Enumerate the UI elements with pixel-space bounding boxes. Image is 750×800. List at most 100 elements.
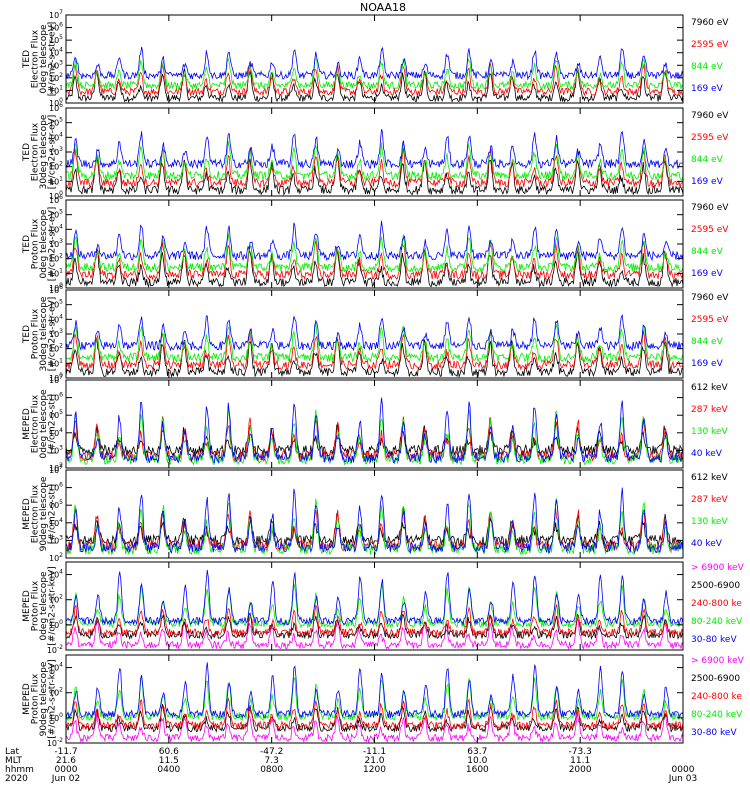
y-tick-label: 103	[49, 59, 63, 70]
series-line-1-3	[65, 57, 684, 91]
y-axis-label-line: 90deg telescope	[39, 476, 49, 551]
y-tick-label: 104	[49, 313, 63, 324]
series-line-8-2	[65, 703, 684, 733]
x-tick-label: 11.5	[159, 756, 179, 766]
series-line-6-2	[65, 505, 684, 552]
y-axis-label-line: [#/cm2-s-str-eV]	[48, 115, 58, 190]
y-tick-label: 105	[49, 409, 63, 420]
y-tick-label: 104	[49, 569, 63, 580]
legend-entry: 2500-6900	[691, 581, 740, 591]
x-tick-label: 0400	[157, 765, 180, 775]
figure-title: NOAA18	[360, 1, 406, 14]
legend-entry: 30-80 keV	[691, 728, 737, 738]
x-tick-label: -73.3	[569, 747, 592, 757]
y-tick-label: 103	[49, 534, 63, 545]
y-axis-label-line: Proton Flux	[31, 580, 41, 631]
y-tick-label: 106	[49, 194, 63, 205]
y-axis-label-line: 0deg telescope	[39, 209, 49, 279]
y-tick-label: 103	[49, 146, 63, 157]
legend-entry: 2595 eV	[691, 133, 729, 143]
y-axis-label-line: [#/cm2-s-str]	[48, 484, 58, 544]
x-row-label: MLT	[5, 756, 23, 766]
y-axis-label-line: Electron Flux	[31, 394, 41, 453]
x-tick-label: 7.3	[265, 756, 279, 766]
y-tick-label: 106	[49, 22, 63, 33]
panel-frame	[65, 561, 684, 651]
y-axis-label-line: 30deg telescope	[39, 114, 49, 189]
y-axis-label-line: Proton Flux	[31, 218, 41, 269]
y-axis-label-line: Proton Flux	[31, 308, 41, 359]
series-line-8-5	[65, 662, 684, 720]
y-axis-label-line: MEPED	[22, 590, 32, 622]
x-tick-label: 63.7	[467, 747, 487, 757]
y-tick-label: 101	[49, 84, 63, 95]
y-axis-label-line: 0deg telescope	[39, 389, 49, 459]
legend-entry: 612 keV	[691, 473, 728, 483]
y-tick-label: 100	[49, 282, 63, 293]
legend-entry: 169 eV	[691, 359, 724, 369]
legend-entry: 7960 eV	[691, 293, 729, 303]
series-line-6-1	[65, 513, 684, 547]
legend-entry: > 6900 keV	[691, 563, 745, 573]
series-line-8-4	[65, 675, 684, 722]
series-line-2-4	[65, 129, 683, 170]
y-tick-label: 100	[49, 190, 63, 201]
x-tick-label: 0000	[672, 765, 695, 775]
series-line-7-5	[65, 569, 684, 627]
series-line-3-1	[65, 248, 684, 288]
legend-entry: 80-240 keV	[691, 617, 743, 627]
x-tick-label: 1200	[363, 765, 386, 775]
x-tick-label: 0800	[260, 765, 283, 775]
y-tick-label: 103	[49, 238, 63, 249]
y-tick-label: 104	[49, 427, 63, 438]
legend-entry: 612 keV	[691, 383, 728, 393]
legend-entry: 240-800 ke	[691, 599, 742, 609]
x-tick-label: -11.1	[363, 747, 386, 757]
legend-entry: 169 eV	[691, 177, 724, 187]
legend-entry: > 6900 keV	[691, 656, 745, 666]
y-axis-label-line: [#/cm2-s-str-eV]	[48, 207, 58, 282]
x-tick-label: 21.0	[364, 756, 384, 766]
y-tick-label: 102	[49, 343, 63, 354]
legend-entry: 2595 eV	[691, 225, 729, 235]
y-axis-label-line: [#/cm2-s-str-keV]	[48, 566, 58, 645]
y-tick-label: 104	[49, 223, 63, 234]
y-axis-label-line: 0deg telescope	[39, 24, 49, 94]
x-row-label: Lat	[5, 747, 20, 757]
series-line-3-3	[65, 232, 684, 273]
legend-entry: 844 eV	[691, 337, 724, 347]
y-tick-label: 102	[49, 687, 63, 698]
series-line-5-4	[65, 397, 684, 465]
y-axis-label-line: 90deg telescope	[39, 661, 49, 736]
series-line-4-3	[65, 322, 684, 364]
y-tick-label: 106	[49, 102, 63, 113]
x-tick-label: 60.6	[159, 747, 179, 757]
y-tick-label: 106	[49, 482, 63, 493]
y-tick-label: 101	[49, 357, 63, 368]
y-axis-label-line: 30deg telescope	[39, 296, 49, 371]
y-tick-label: 100	[49, 712, 63, 723]
legend-entry: 40 keV	[691, 449, 723, 459]
y-tick-label: 107	[49, 9, 63, 20]
x-tick-label: 21.6	[56, 756, 76, 766]
y-tick-label: 104	[49, 517, 63, 528]
series-line-4-4	[65, 313, 684, 352]
legend-entry: 130 keV	[691, 517, 728, 527]
y-axis-label-line: TED	[22, 235, 32, 254]
y-axis-label-line: [#/cm2-s-str-eV]	[48, 22, 58, 97]
y-tick-label: 10-2	[47, 644, 63, 655]
y-tick-label: 105	[49, 34, 63, 45]
legend-entry: 287 keV	[691, 495, 728, 505]
y-tick-label: 104	[49, 131, 63, 142]
y-tick-label: 102	[49, 72, 63, 83]
y-axis-label-line: Proton Flux	[31, 673, 41, 724]
y-axis-label-line: MEPED	[22, 498, 32, 530]
x-tick-label: 2000	[569, 765, 592, 775]
